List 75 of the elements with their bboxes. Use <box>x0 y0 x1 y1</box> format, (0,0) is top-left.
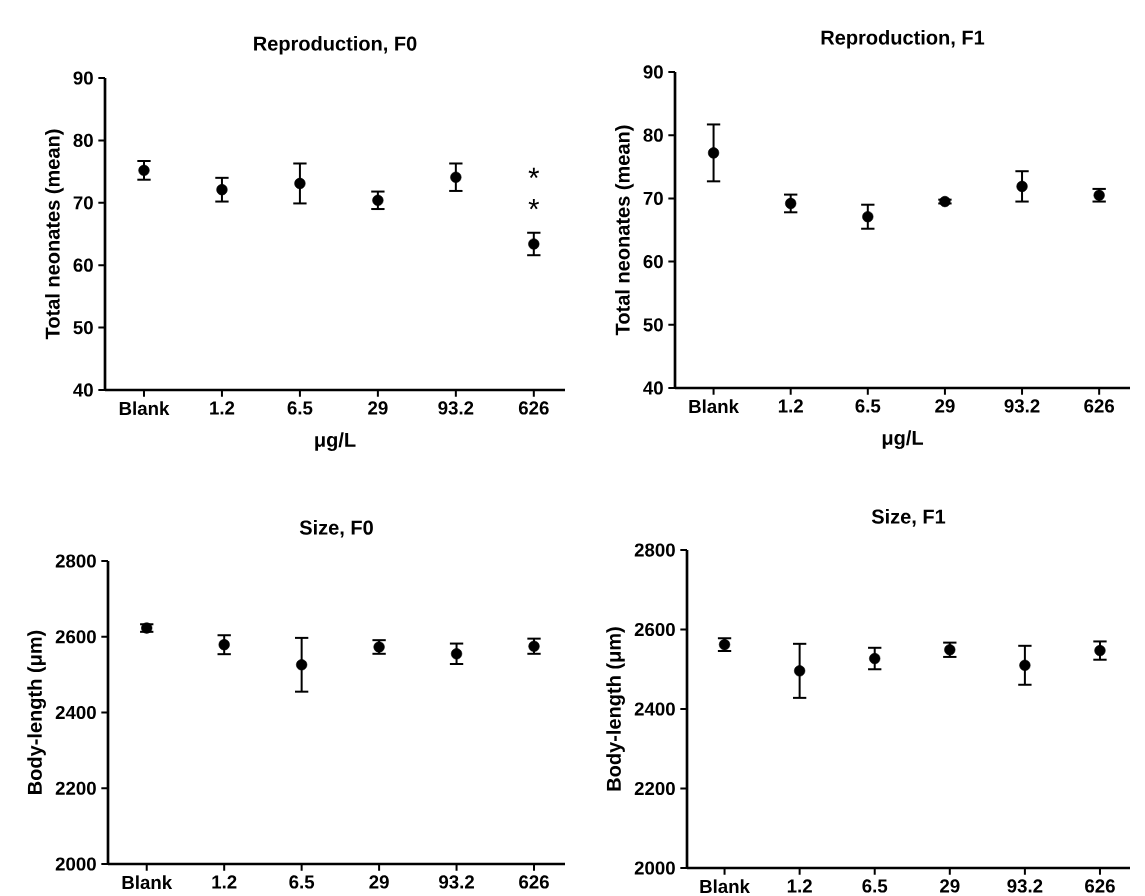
point <box>1019 659 1031 671</box>
x-tick-label: 6.5 <box>862 879 888 893</box>
x-tick-label: 6.5 <box>289 875 315 889</box>
point <box>138 164 150 176</box>
point <box>862 211 874 223</box>
y-tick-label: 70 <box>73 196 93 210</box>
y-tick-label: 2200 <box>55 781 96 795</box>
x-axis-title: μg/L <box>882 430 924 449</box>
y-axis-title: Body-length (μm) <box>27 630 46 794</box>
point <box>785 197 797 210</box>
point <box>294 177 306 190</box>
x-axis-title: μg/L <box>315 432 356 451</box>
y-tick-label: 2000 <box>55 857 96 871</box>
y-tick-label: 60 <box>643 254 663 269</box>
y-tick-label: 80 <box>643 128 663 142</box>
chart-title: Size, F0 <box>299 520 373 538</box>
x-tick-label: 29 <box>935 399 955 413</box>
chart-title: Reproduction, F0 <box>254 35 417 55</box>
x-tick-label: 93.2 <box>439 875 474 889</box>
chart-title: Size, F1 <box>871 509 946 527</box>
y-axis-title: Total neonates (mean) <box>615 125 634 336</box>
x-tick-label: 626 <box>1084 399 1115 413</box>
y-tick-label: 2800 <box>634 543 675 557</box>
x-tick-label: 93.2 <box>1007 879 1043 893</box>
x-tick-label: Blank <box>122 875 173 890</box>
x-tick-label: 1.2 <box>210 401 235 415</box>
y-tick-label: 90 <box>643 65 663 79</box>
x-tick-label: 29 <box>940 879 960 893</box>
point <box>450 171 462 183</box>
x-tick-label: 6.5 <box>287 401 313 415</box>
x-tick-label: 626 <box>1085 879 1115 893</box>
x-tick-label: 626 <box>519 875 549 889</box>
y-tick-label: 2800 <box>55 554 96 568</box>
point <box>1016 180 1028 192</box>
x-tick-label: 626 <box>518 401 549 415</box>
y-tick-label: 50 <box>643 318 663 332</box>
y-tick-label: 2600 <box>55 630 96 644</box>
x-tick-label: 1.2 <box>212 875 237 889</box>
annotation: * <box>528 167 540 179</box>
x-tick-label: 1.2 <box>787 879 812 893</box>
point <box>1094 644 1106 657</box>
point <box>707 147 720 159</box>
y-tick-label: 60 <box>73 258 93 272</box>
y-tick-label: 70 <box>643 191 663 206</box>
x-tick-label: 1.2 <box>778 399 803 413</box>
annotation: * <box>528 198 540 210</box>
x-tick-label: 29 <box>369 875 389 889</box>
y-tick-label: 2400 <box>634 702 675 716</box>
chart-title: Reproduction, F1 <box>821 29 985 49</box>
x-tick-label: 29 <box>368 401 388 415</box>
y-tick-label: 2400 <box>55 705 96 720</box>
point <box>528 238 540 250</box>
x-tick-label: Blank <box>119 401 170 416</box>
y-tick-label: 2200 <box>634 781 675 796</box>
point <box>218 639 230 651</box>
point <box>450 648 463 660</box>
y-axis-title: Total neonates (mean) <box>45 129 64 340</box>
y-tick-label: 80 <box>73 133 93 148</box>
y-tick-label: 40 <box>643 381 663 395</box>
x-tick-label: 93.2 <box>1004 399 1040 413</box>
y-tick-label: 90 <box>73 71 93 85</box>
y-tick-label: 2000 <box>634 861 675 875</box>
y-axis-title: Body-length (μm) <box>606 627 625 791</box>
x-tick-label: 6.5 <box>855 399 881 413</box>
x-tick-label: Blank <box>689 399 740 414</box>
point <box>372 194 384 206</box>
x-tick-label: 93.2 <box>438 401 474 415</box>
point <box>794 665 806 677</box>
y-tick-label: 40 <box>73 383 93 397</box>
point <box>869 652 881 665</box>
point <box>216 184 228 196</box>
y-tick-label: 50 <box>73 320 93 335</box>
x-tick-label: Blank <box>700 879 750 894</box>
y-tick-label: 2600 <box>634 622 675 637</box>
point <box>296 659 308 671</box>
